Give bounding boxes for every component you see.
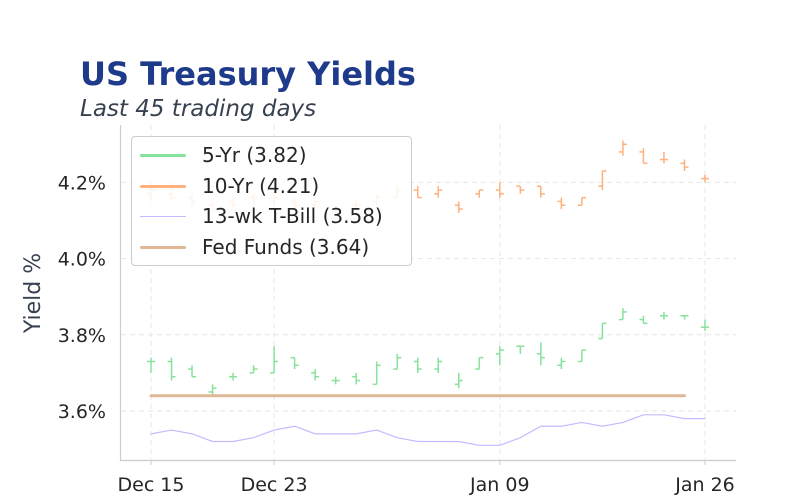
legend-label-10yr: 10-Yr (4.21) [202, 174, 320, 198]
x-tick-label: Dec 15 [118, 474, 185, 496]
legend-label-5yr: 5-Yr (3.82) [202, 143, 307, 167]
y-tick-label: 3.8% [58, 325, 106, 347]
line-series [150, 414, 706, 446]
x-tick-label: Dec 23 [241, 474, 308, 496]
chart-title: US Treasury Yields [80, 55, 416, 93]
legend-label-fedfunds: Fed Funds (3.64) [202, 235, 370, 259]
x-tick-label: Jan 26 [674, 474, 735, 496]
legend-swatch-tbill [140, 215, 186, 217]
y-tick-label: 4.2% [58, 172, 106, 194]
chart-legend: 5-Yr (3.82) 10-Yr (4.21) 13-wk T-Bill (3… [131, 136, 412, 266]
y-tick-label: 3.6% [58, 401, 106, 423]
legend-label-tbill: 13-wk T-Bill (3.58) [202, 204, 383, 228]
y-tick-label: 4.0% [58, 249, 106, 271]
legend-swatch-10yr [140, 184, 186, 188]
y-axis-label: Yield % [21, 253, 46, 334]
legend-swatch-5yr [140, 153, 186, 157]
chart-subtitle: Last 45 trading days [80, 96, 317, 122]
legend-swatch-fedfunds [140, 245, 186, 249]
x-tick-label: Jan 09 [469, 474, 530, 496]
